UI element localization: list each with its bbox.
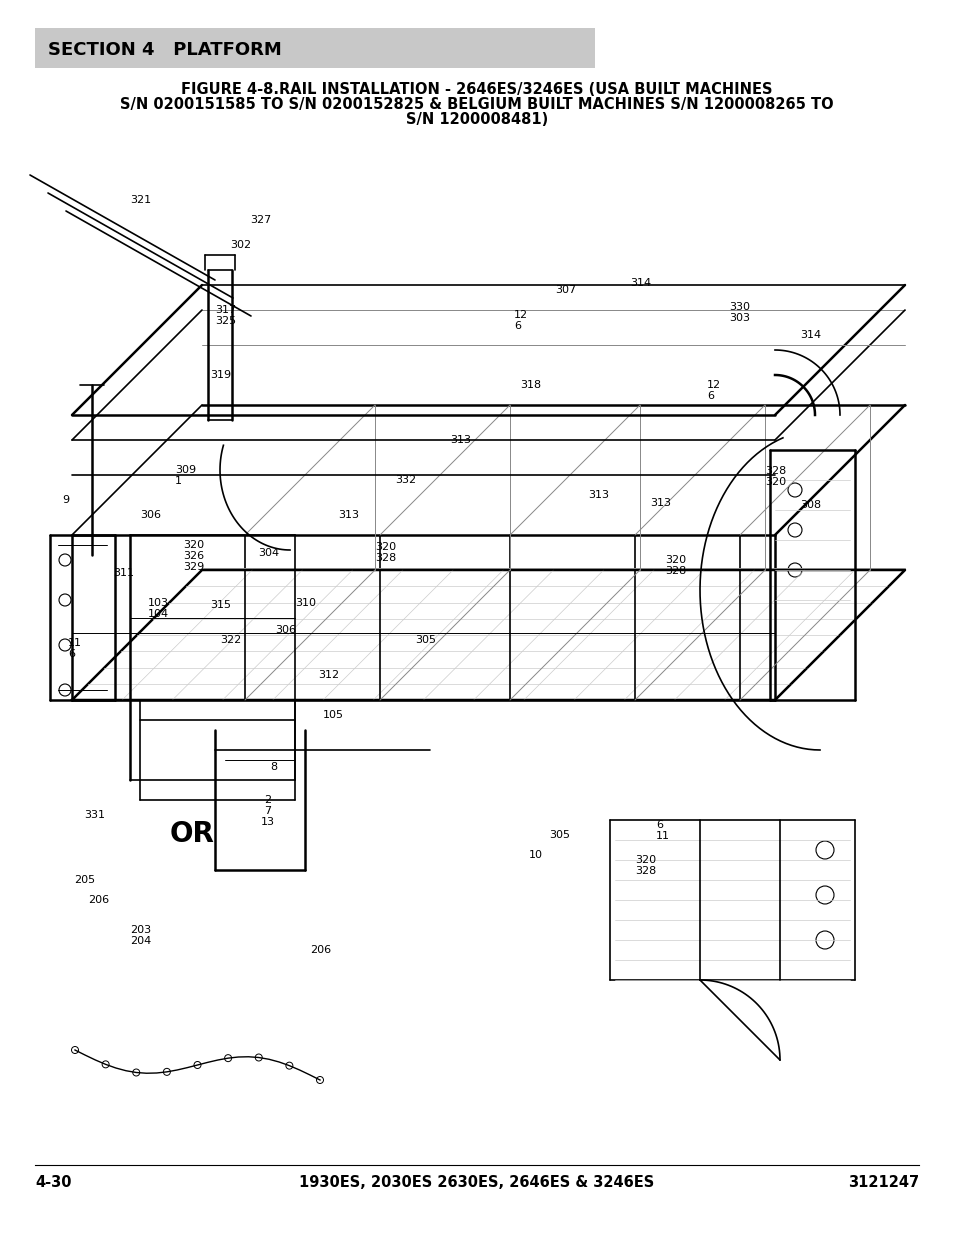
Text: 305: 305 — [415, 635, 436, 645]
Text: 320
326
329: 320 326 329 — [183, 540, 204, 572]
Text: S/N 0200151585 TO S/N 0200152825 & BELGIUM BUILT MACHINES S/N 1200008265 TO: S/N 0200151585 TO S/N 0200152825 & BELGI… — [120, 98, 833, 112]
Text: 2
7
13: 2 7 13 — [261, 795, 274, 827]
Text: 313: 313 — [649, 498, 670, 508]
Text: 10: 10 — [529, 850, 542, 860]
Text: 206: 206 — [88, 895, 109, 905]
Text: 12
6: 12 6 — [514, 310, 528, 331]
Text: 313: 313 — [337, 510, 358, 520]
Text: 311: 311 — [112, 568, 133, 578]
Text: 320
328: 320 328 — [664, 555, 685, 577]
Text: 313: 313 — [587, 490, 608, 500]
Text: 306: 306 — [274, 625, 295, 635]
Text: 310: 310 — [294, 598, 315, 608]
Text: 103
104: 103 104 — [148, 598, 169, 619]
Text: 331: 331 — [84, 810, 105, 820]
Text: 11
6: 11 6 — [68, 638, 82, 659]
Text: 6
11: 6 11 — [656, 820, 669, 841]
Text: 308: 308 — [800, 500, 821, 510]
Text: SECTION 4   PLATFORM: SECTION 4 PLATFORM — [48, 41, 281, 59]
Text: 322: 322 — [220, 635, 241, 645]
Text: 307: 307 — [555, 285, 576, 295]
Text: 203
204: 203 204 — [130, 925, 152, 946]
Text: 320
328: 320 328 — [375, 542, 396, 563]
Bar — [35, 28, 595, 68]
Text: 8: 8 — [270, 762, 276, 772]
Text: 306: 306 — [140, 510, 161, 520]
Text: 330
303: 330 303 — [728, 303, 749, 324]
Text: 12
6: 12 6 — [706, 380, 720, 401]
Text: 3121247: 3121247 — [847, 1174, 918, 1191]
Text: 313: 313 — [450, 435, 471, 445]
Text: 105: 105 — [323, 710, 344, 720]
Text: 314: 314 — [800, 330, 821, 340]
Text: 4-30: 4-30 — [35, 1174, 71, 1191]
Text: 312: 312 — [317, 671, 338, 680]
Text: 302: 302 — [230, 240, 251, 249]
Text: 318: 318 — [519, 380, 540, 390]
Text: 320
328: 320 328 — [635, 855, 656, 876]
Text: 305: 305 — [548, 830, 569, 840]
Text: 309
1: 309 1 — [174, 466, 196, 487]
Text: 9: 9 — [62, 495, 69, 505]
Text: 321: 321 — [130, 195, 151, 205]
Text: 205: 205 — [74, 876, 95, 885]
Text: 332: 332 — [395, 475, 416, 485]
Text: S/N 1200008481): S/N 1200008481) — [405, 112, 548, 127]
Text: 1930ES, 2030ES 2630ES, 2646ES & 3246ES: 1930ES, 2030ES 2630ES, 2646ES & 3246ES — [299, 1174, 654, 1191]
Text: FIGURE 4-8.RAIL INSTALLATION - 2646ES/3246ES (USA BUILT MACHINES: FIGURE 4-8.RAIL INSTALLATION - 2646ES/32… — [181, 82, 772, 98]
Text: 327: 327 — [250, 215, 271, 225]
Text: 328
320: 328 320 — [764, 466, 785, 487]
Text: 206: 206 — [310, 945, 331, 955]
Text: 315: 315 — [210, 600, 231, 610]
Text: 319: 319 — [210, 370, 231, 380]
Text: 317
325: 317 325 — [214, 305, 236, 326]
Text: 304: 304 — [257, 548, 279, 558]
Text: 314: 314 — [629, 278, 651, 288]
Text: OR: OR — [170, 820, 214, 848]
